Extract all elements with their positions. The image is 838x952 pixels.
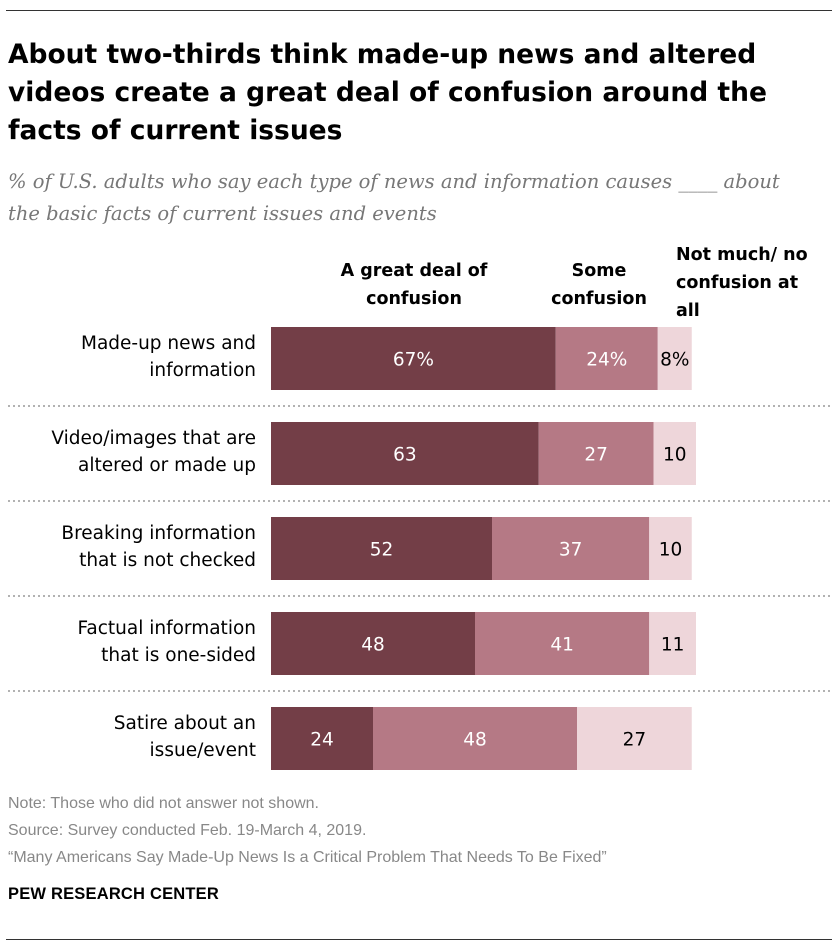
bar-segment (657, 327, 692, 390)
bar-segment (577, 707, 692, 770)
column-header-not-much: Not much/ no confusion at all (676, 245, 808, 321)
bar-value-label: 10 (663, 445, 687, 466)
bottom-rule (6, 939, 832, 940)
chart-subtitle: % of U.S. adults who say each type of ne… (8, 170, 780, 225)
top-rule (6, 10, 832, 11)
category-label: Satire about an issue/event (114, 713, 256, 761)
bar-segment (271, 327, 556, 390)
category-label: Breaking information that is not checked (61, 523, 256, 571)
bar-value-label: 41 (550, 635, 574, 656)
bar-value-label: 67% (393, 350, 434, 371)
bar-value-label: 48 (463, 730, 487, 751)
bar-segment (373, 707, 577, 770)
bar-value-label: 11 (661, 635, 685, 656)
bar-segment (538, 422, 654, 485)
category-label: Factual information that is one-sided (77, 618, 256, 666)
bar-value-label: 63 (393, 445, 417, 466)
footer-report: “Many Americans Say Made-Up News Is a Cr… (8, 849, 607, 866)
category-label: Made-up news and information (81, 333, 256, 381)
bar-segment (649, 612, 696, 675)
chart-title: About two-thirds think made-up news and … (8, 39, 767, 146)
footer-source: Source: Survey conducted Feb. 19-March 4… (8, 822, 367, 839)
bar-segment (271, 517, 492, 580)
bar-segment (475, 612, 650, 675)
bar-value-label: 48 (361, 635, 385, 656)
category-label: Video/images that are altered or made up (51, 428, 256, 476)
footer-note: Note: Those who did not answer not shown… (8, 795, 319, 812)
bar-value-label: 24 (310, 730, 334, 751)
bar-segment (271, 612, 475, 675)
bar-segment (555, 327, 658, 390)
bar-value-label: 24% (586, 350, 627, 371)
pew-research-center-logo: PEW RESEARCH CENTER (8, 885, 219, 903)
bar-segment (649, 517, 692, 580)
bar-value-label: 52 (370, 540, 394, 561)
bar-segment (271, 707, 373, 770)
bar-value-label: 37 (559, 540, 583, 561)
bar-segment (271, 422, 539, 485)
bar-value-label: 27 (623, 730, 647, 751)
bar-segment (653, 422, 696, 485)
column-header-some: Some confusion (551, 261, 647, 309)
stacked-bar-chart: Made-up news and information 67% 24% 8% Video… (8, 327, 830, 770)
bar-value-label: 27 (584, 445, 608, 466)
bar-segment (492, 517, 650, 580)
bar-value-label: 8% (660, 350, 689, 371)
bar-value-label: 10 (659, 540, 683, 561)
column-header-great-deal: A great deal of confusion (340, 261, 488, 309)
